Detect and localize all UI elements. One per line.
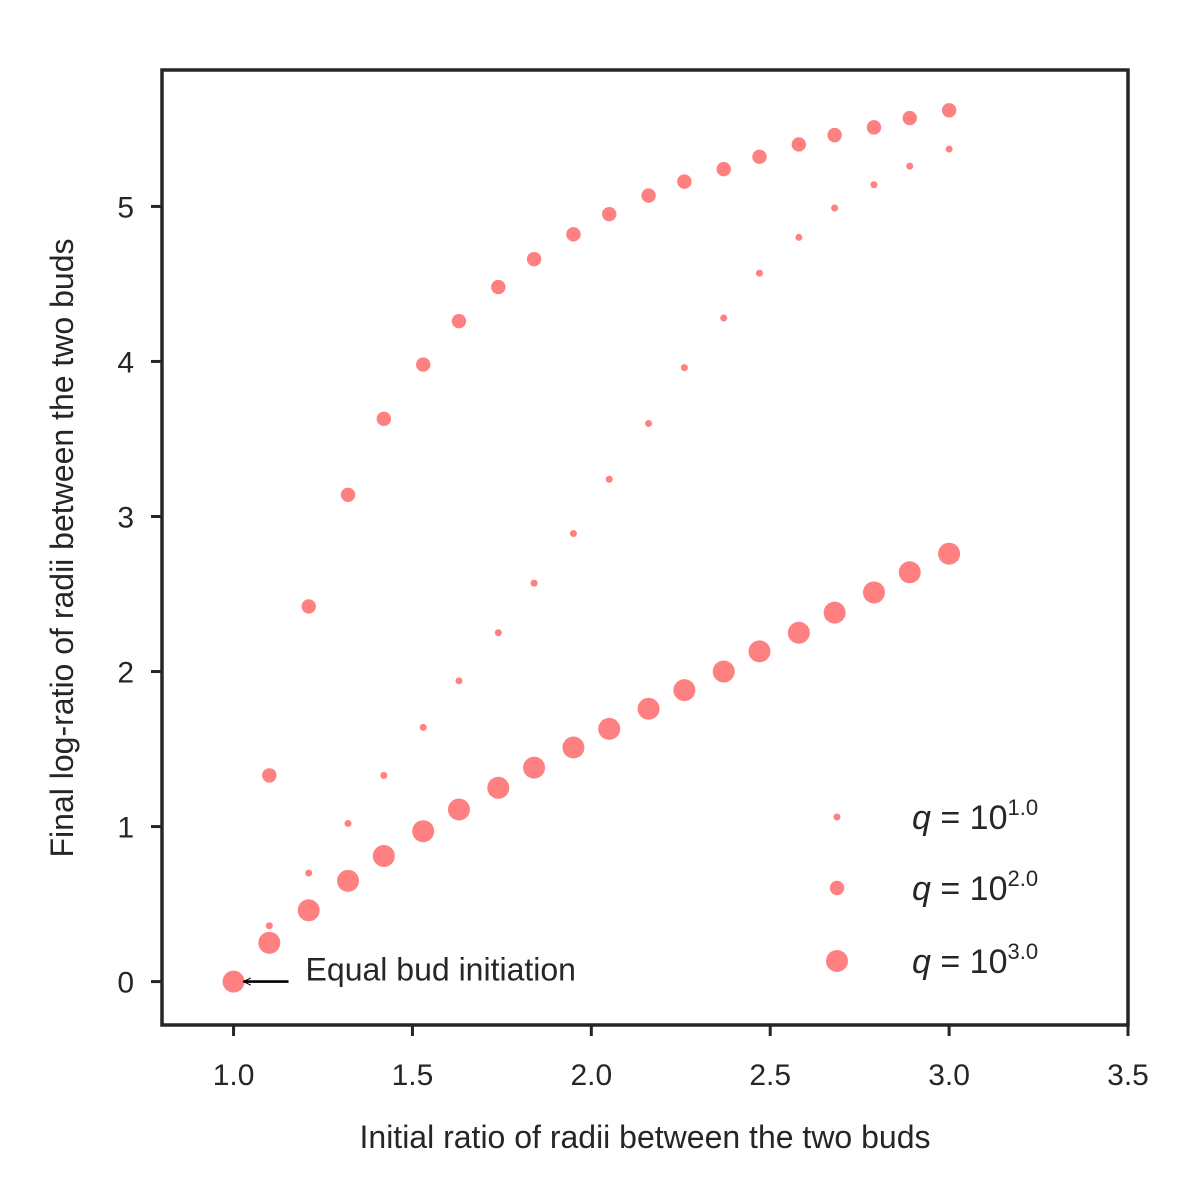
data-point-series-1 [569,530,577,538]
data-point-series-3 [562,736,585,759]
data-point-series-3 [748,640,771,663]
data-point-series-2 [752,149,767,165]
annotation-layer: Equal bud initiation [244,952,576,988]
data-point-series-1 [605,475,613,483]
data-point-series-3 [372,845,395,868]
data-point-series-3 [898,561,921,584]
data-point-series-1 [945,145,953,153]
axis-ticks-layer: 1.0 1.5 2.0 2.5 3.0 3.5 0 1 2 3 4 5 [117,191,1149,1092]
legend-label-1: q = 101.0 [912,795,1038,837]
data-point-series-2 [526,251,542,267]
data-point-series-3 [673,679,696,702]
data-point-series-3 [862,581,885,604]
x-tick-label: 1.5 [392,1059,434,1092]
data-point-series-2 [941,103,957,118]
data-point-series-1 [455,677,463,685]
legend: q = 101.0 q = 102.0 q = 103.0 [826,795,1038,981]
x-tick-label: 3.5 [1107,1059,1149,1092]
data-point-series-2 [641,188,656,203]
data-point-series-2 [340,487,356,502]
data-point-series-1 [755,269,763,277]
x-tick-label: 2.0 [570,1059,612,1092]
data-point-series-1 [831,204,839,212]
data-point-series-2 [791,137,807,152]
legend-marker-2 [829,880,845,896]
data-point-series-2 [566,227,581,242]
legend-label-2: q = 102.0 [912,866,1038,908]
data-point-series-1 [720,314,728,322]
data-point-series-1 [645,419,653,427]
annotation-text: Equal bud initiation [306,952,576,988]
legend-label-3: q = 103.0 [912,939,1038,981]
x-axis-label: Initial ratio of radii between the two b… [360,1119,931,1155]
y-tick-label: 4 [117,346,134,379]
legend-marker-3 [826,950,848,972]
data-point-series-3 [447,798,470,821]
data-point-series-2 [415,357,431,372]
data-point-series-1 [494,629,502,637]
x-tick-label: 2.5 [749,1059,791,1092]
data-point-series-1 [305,869,313,877]
legend-marker-1 [833,813,841,821]
data-point-series-1 [870,181,878,189]
data-point-series-1 [680,364,688,372]
data-point-series-3 [337,869,360,892]
x-tick-label: 3.0 [928,1059,970,1092]
data-point-series-2 [902,110,917,126]
axes-frame [160,68,1130,1027]
data-point-series-3 [938,542,961,565]
data-point-series-1 [265,922,273,930]
data-point-series-3 [637,697,660,720]
x-tick-label: 1.0 [213,1059,255,1092]
data-point-series-2 [376,411,392,427]
data-point-series-2 [602,206,617,222]
data-point-series-3 [712,660,735,683]
data-point-series-1 [530,579,538,587]
data-point-series-3 [297,899,320,922]
data-point-series-3 [258,931,281,954]
data-point-series-3 [412,820,435,843]
y-tick-label: 0 [117,967,134,1000]
data-point-series-2 [866,120,882,135]
data-point-series-3 [523,756,546,779]
y-tick-label: 5 [117,191,134,224]
data-point-series-2 [262,768,277,783]
data-point-series-2 [827,127,842,143]
data-point-series-1 [906,162,914,170]
data-point-series-3 [222,970,245,993]
data-point-series-2 [451,313,467,329]
data-point-series-1 [344,819,352,827]
data-point-series-1 [380,771,388,779]
data-points-layer [222,103,961,993]
data-point-series-3 [787,621,810,644]
data-point-series-1 [419,723,427,731]
y-tick-label: 2 [117,657,134,690]
data-point-series-1 [795,233,803,241]
y-tick-label: 3 [117,501,134,534]
data-point-series-3 [823,601,846,624]
data-point-series-2 [677,174,692,189]
y-axis-label: Final log-ratio of radii between the two… [44,238,80,857]
data-point-series-2 [491,279,506,295]
y-tick-label: 1 [117,812,134,845]
data-point-series-3 [598,717,621,740]
data-point-series-2 [301,599,316,614]
data-point-series-3 [487,776,510,799]
data-point-series-2 [716,162,731,177]
